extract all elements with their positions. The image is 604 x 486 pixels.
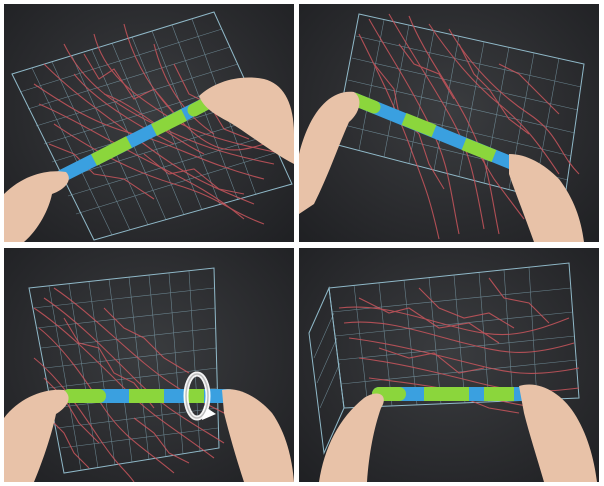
- vessel-network: [33, 23, 285, 225]
- hands: [4, 77, 294, 242]
- panel-bottom-left: [4, 248, 294, 482]
- hands: [4, 389, 294, 482]
- scene-bottom-right: [308, 262, 597, 482]
- scene-bottom-left: [4, 267, 294, 482]
- hands: [299, 91, 584, 242]
- panel-top-right: [299, 4, 599, 242]
- panel-top-left: [4, 4, 294, 242]
- rotation-arrow-icon: [183, 371, 216, 421]
- bounding-box: [28, 267, 220, 474]
- tube-controller: [55, 95, 216, 183]
- bounding-box: [308, 262, 580, 455]
- hands: [319, 384, 597, 482]
- panel-bottom-right: [299, 248, 599, 482]
- scene-top-right: [299, 13, 585, 242]
- scene-top-left: [4, 11, 294, 242]
- tube-controller: [347, 92, 521, 171]
